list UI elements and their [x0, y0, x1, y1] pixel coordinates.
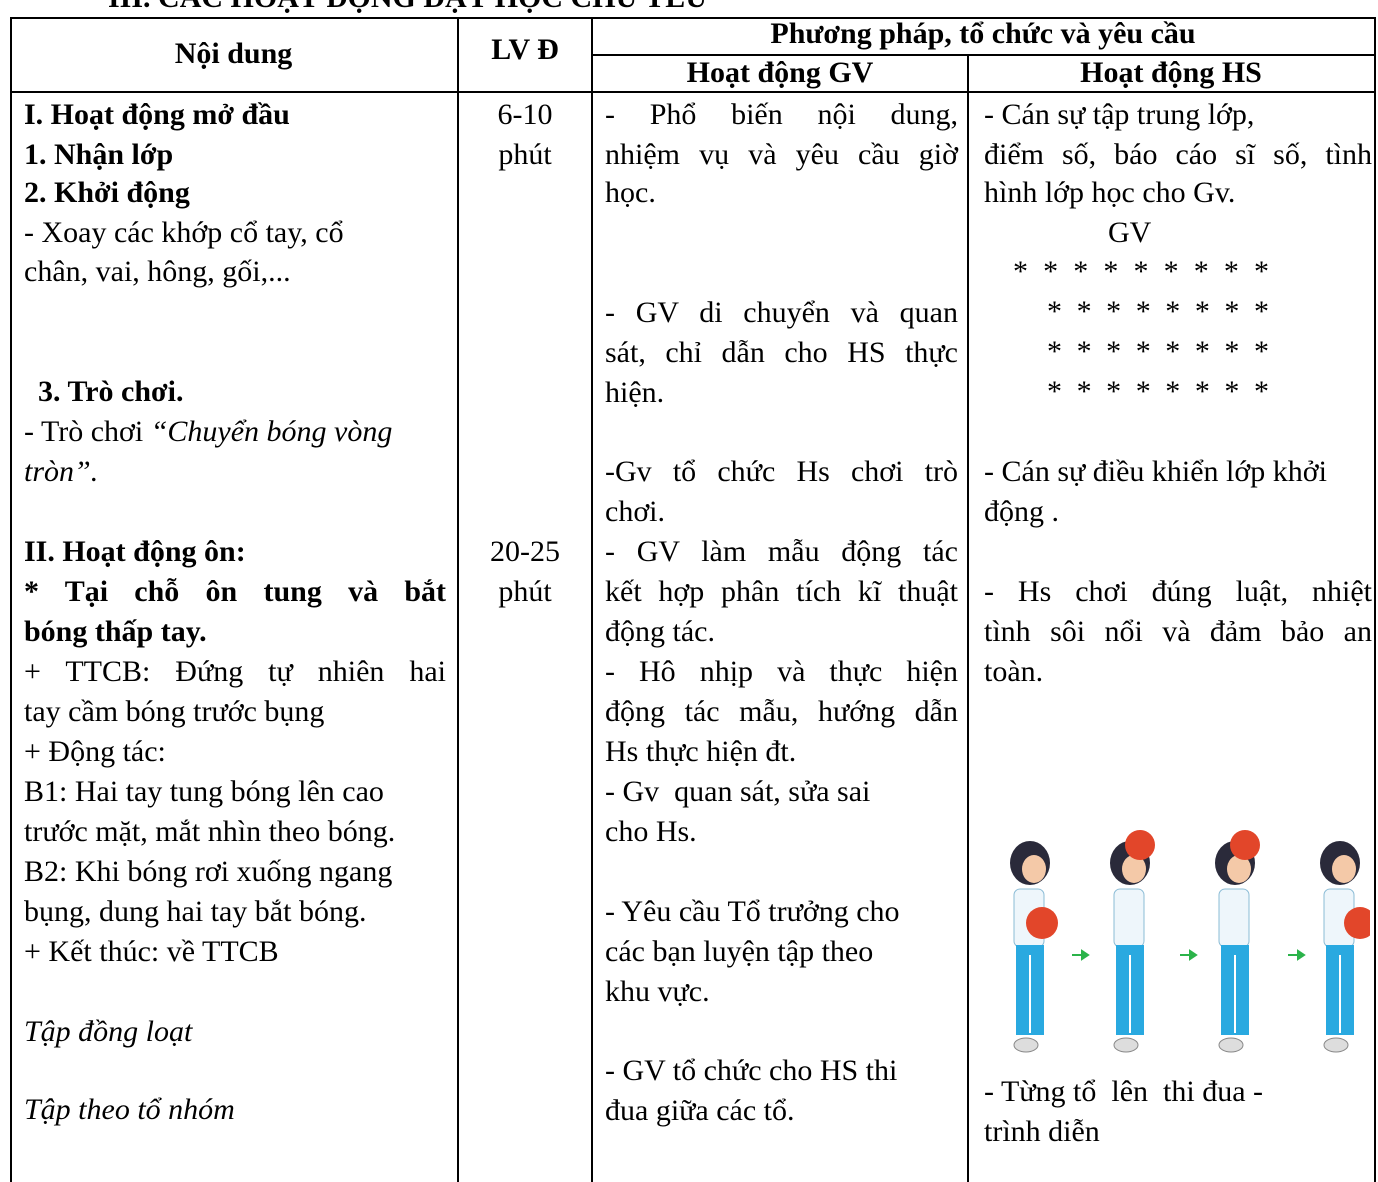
cell-line: hiện. [605, 376, 665, 409]
text: “Chuyển bóng vòng [150, 415, 393, 448]
rule [10, 17, 12, 1182]
cell-line: bóng thấp tay. [24, 615, 207, 648]
formation-row: * * * * * * * * * [1013, 255, 1269, 288]
cell-line: kết hợp phân tích kĩ thuật [605, 575, 958, 608]
cell-line: - Từng tổ lên thi đua - [984, 1075, 1263, 1108]
cell-line: khu vực. [605, 975, 710, 1008]
cell-line: - Cán sự tập trung lớp, [984, 98, 1255, 131]
cell-line: phút [498, 138, 552, 171]
cell-line: tay cầm bóng trước bụng [24, 695, 325, 728]
header: LV Đ [491, 33, 559, 66]
illustration [1009, 830, 1370, 1053]
rule [10, 17, 1376, 19]
cell-line: - Gv quan sát, sửa sai [605, 775, 871, 808]
cell-line: II. Hoạt động ôn: [24, 535, 246, 568]
cell-line: tình sôi nổi và đảm bảo an [984, 615, 1372, 648]
cell-line: 20-25 [490, 535, 560, 568]
heading: III. CÁC HOẠT ĐỘNG DẠY HỌC CHỦ YẾU [108, 0, 707, 18]
cell-line: chơi. [605, 495, 666, 528]
rule [457, 17, 459, 1182]
header: Hoạt động GV [686, 56, 874, 89]
cell-line: động . [984, 495, 1059, 528]
cell-line: - Xoay các khớp cổ tay, cổ [24, 216, 344, 249]
figure [1214, 830, 1260, 1053]
cell-line: điểm số, báo cáo sĩ số, tình [984, 138, 1372, 171]
formation-label: GV [1108, 216, 1152, 249]
cell-line: bụng, dung hai tay bắt bóng. [24, 895, 367, 928]
cell-line: đua giữa các tổ. [605, 1094, 795, 1127]
cell-line: * Tại chỗ ôn tung và bắt [24, 575, 446, 608]
cell-line: - Trò chơi “Chuyển bóng vòng [24, 412, 446, 452]
cell-line: động tác mẫu, hướng dẫn [605, 695, 958, 728]
formation-row: * * * * * * * * [1047, 375, 1269, 408]
figure [1319, 840, 1370, 1053]
cell-line: -Gv tổ chức Hs chơi trò [605, 455, 958, 488]
cell-line: - Hs chơi đúng luật, nhiệt [984, 575, 1372, 608]
figure [1009, 840, 1058, 1053]
cell-line: B2: Khi bóng rơi xuống ngang [24, 855, 393, 888]
formation-row: * * * * * * * * [1047, 295, 1269, 328]
cell-line: B1: Hai tay tung bóng lên cao [24, 775, 384, 808]
cell-line: 3. Trò chơi. [38, 375, 184, 408]
cell-line: Tập theo tổ nhóm [24, 1093, 235, 1126]
cell-line: - Cán sự điều khiển lớp khởi [984, 455, 1327, 488]
cell-line: Hs thực hiện đt. [605, 735, 797, 768]
header: Hoạt động HS [1080, 56, 1262, 89]
cell-line: phút [498, 575, 552, 608]
cell-line: 2. Khởi động [24, 176, 190, 209]
arrows [1072, 949, 1306, 961]
cell-line: - GV di chuyển và quan [605, 296, 958, 329]
rule [10, 91, 1376, 93]
cell-line: + Kết thúc: về TTCB [24, 935, 279, 968]
cell-line: học. [605, 176, 656, 209]
cell-line: cho Hs. [605, 815, 697, 848]
cell-line: sát, chỉ dẫn cho HS thực [605, 336, 958, 369]
cell-line: hình lớp học cho Gv. [984, 176, 1236, 209]
cell-line: 1. Nhận lớp [24, 138, 174, 171]
cell-line: Tập đồng loạt [24, 1015, 193, 1048]
cell-line: - GV tổ chức cho HS thi [605, 1054, 898, 1087]
cell-line: trình diễn [984, 1115, 1100, 1148]
cell-line: nhiệm vụ và yêu cầu giờ [605, 138, 958, 171]
cell-line: - GV làm mẫu động tác [605, 535, 958, 568]
cell-line: - Yêu cầu Tổ trưởng cho [605, 895, 900, 928]
cell-line: toàn. [984, 655, 1044, 688]
header: Nội dung [174, 37, 293, 70]
cell-line: động tác. [605, 615, 715, 648]
cell-line: I. Hoạt động mở đầu [24, 98, 290, 131]
cell-line: + Động tác: [24, 735, 166, 768]
rule [1374, 17, 1376, 1182]
header: Phương pháp, tổ chức và yêu cầu [770, 17, 1196, 50]
rule [591, 17, 593, 1182]
figure [1109, 830, 1155, 1053]
rule [967, 54, 969, 1182]
cell-line: 6-10 [497, 98, 553, 131]
text: - Trò chơi [24, 415, 151, 448]
cell-line: + TTCB: Đứng tự nhiên hai [24, 655, 446, 688]
rule [592, 54, 1376, 56]
formation-row: * * * * * * * * [1047, 335, 1269, 368]
cell-line: chân, vai, hông, gối,... [24, 255, 291, 288]
cell-line: - Hô nhịp và thực hiện [605, 655, 958, 688]
cell-line: tròn”. [24, 455, 99, 488]
cell-line: trước mặt, mắt nhìn theo bóng. [24, 815, 396, 848]
cell-line: các bạn luyện tập theo [605, 935, 874, 968]
cell-line: - Phổ biến nội dung, [605, 98, 958, 131]
